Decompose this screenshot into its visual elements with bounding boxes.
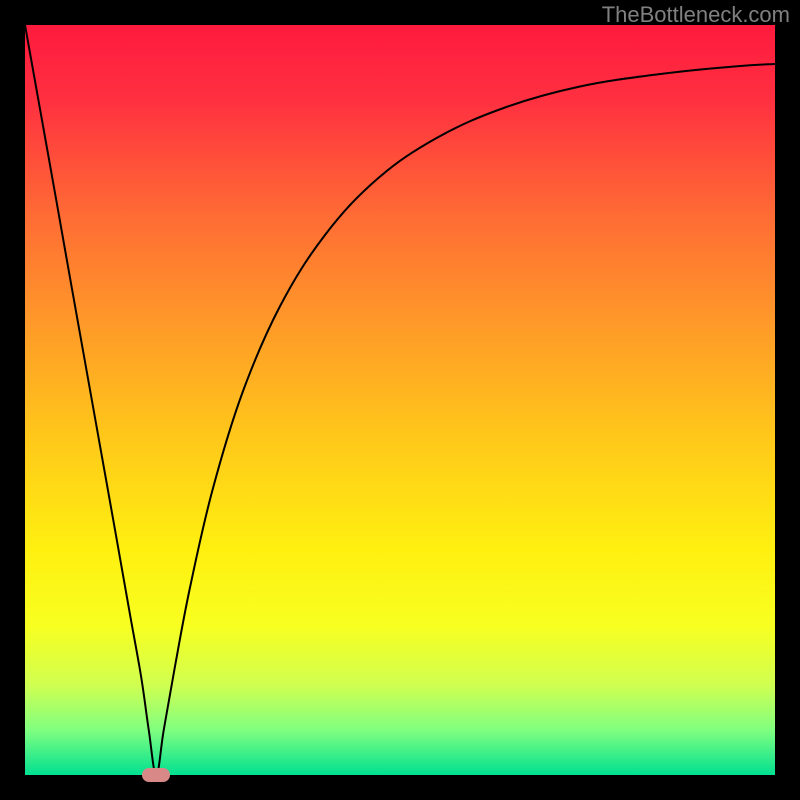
chart-container: { "watermark": { "text": "TheBottleneck.… bbox=[0, 0, 800, 800]
watermark-text: TheBottleneck.com bbox=[602, 2, 790, 28]
minimum-marker bbox=[142, 768, 170, 782]
gradient-background bbox=[25, 25, 775, 775]
